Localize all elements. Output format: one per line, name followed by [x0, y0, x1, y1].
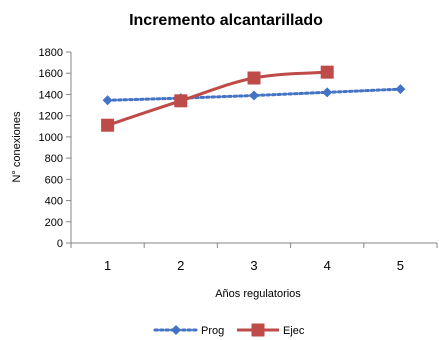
data-point — [101, 118, 115, 132]
legend-label: Ejec — [283, 325, 305, 337]
legend-item-ejec: Ejec — [237, 323, 305, 337]
legend-swatch-marker — [251, 323, 265, 337]
y-tick-label: 1600 — [39, 68, 63, 80]
y-tick-label: 600 — [45, 174, 63, 186]
data-point — [322, 87, 333, 98]
x-tick-label: 3 — [250, 258, 257, 273]
data-point — [102, 95, 113, 106]
y-tick-label: 400 — [45, 196, 63, 208]
y-tick-label: 1000 — [39, 132, 63, 144]
series-layer — [101, 65, 406, 132]
y-tick-label: 1400 — [39, 89, 63, 101]
legend-item-prog: Prog — [153, 325, 224, 337]
y-tick-label: 0 — [57, 238, 63, 250]
data-point — [247, 71, 261, 85]
data-point — [174, 94, 188, 108]
y-tick-label: 1200 — [39, 111, 63, 123]
legend-swatch-marker — [171, 325, 181, 335]
series-ejec — [101, 65, 334, 132]
x-tick-label: 1 — [104, 258, 111, 273]
series-line — [107, 70, 328, 127]
x-axis-label: Años regulatorios — [215, 288, 301, 300]
y-tick-label: 1800 — [39, 47, 63, 59]
y-tick-label: 800 — [45, 153, 63, 165]
y-axis-label: N° conexiones — [11, 111, 23, 183]
data-point — [395, 84, 406, 95]
y-tick-labels: 0 200 400 600 800 1000 1200 1400 1600 1800 — [39, 47, 63, 250]
axes — [66, 51, 438, 248]
legend: Prog Ejec — [153, 323, 305, 337]
x-tick-label: 4 — [324, 258, 331, 273]
legend-label: Prog — [201, 325, 224, 337]
chart-title: Incremento alcantarillado — [129, 12, 323, 29]
y-tick-label: 200 — [45, 217, 63, 229]
series-prog — [102, 84, 406, 106]
x-tick-label: 5 — [397, 258, 404, 273]
data-point — [320, 65, 334, 79]
x-tick-label: 2 — [177, 258, 184, 273]
x-tick-labels: 1 2 3 4 5 — [104, 258, 404, 273]
data-point — [249, 90, 259, 101]
